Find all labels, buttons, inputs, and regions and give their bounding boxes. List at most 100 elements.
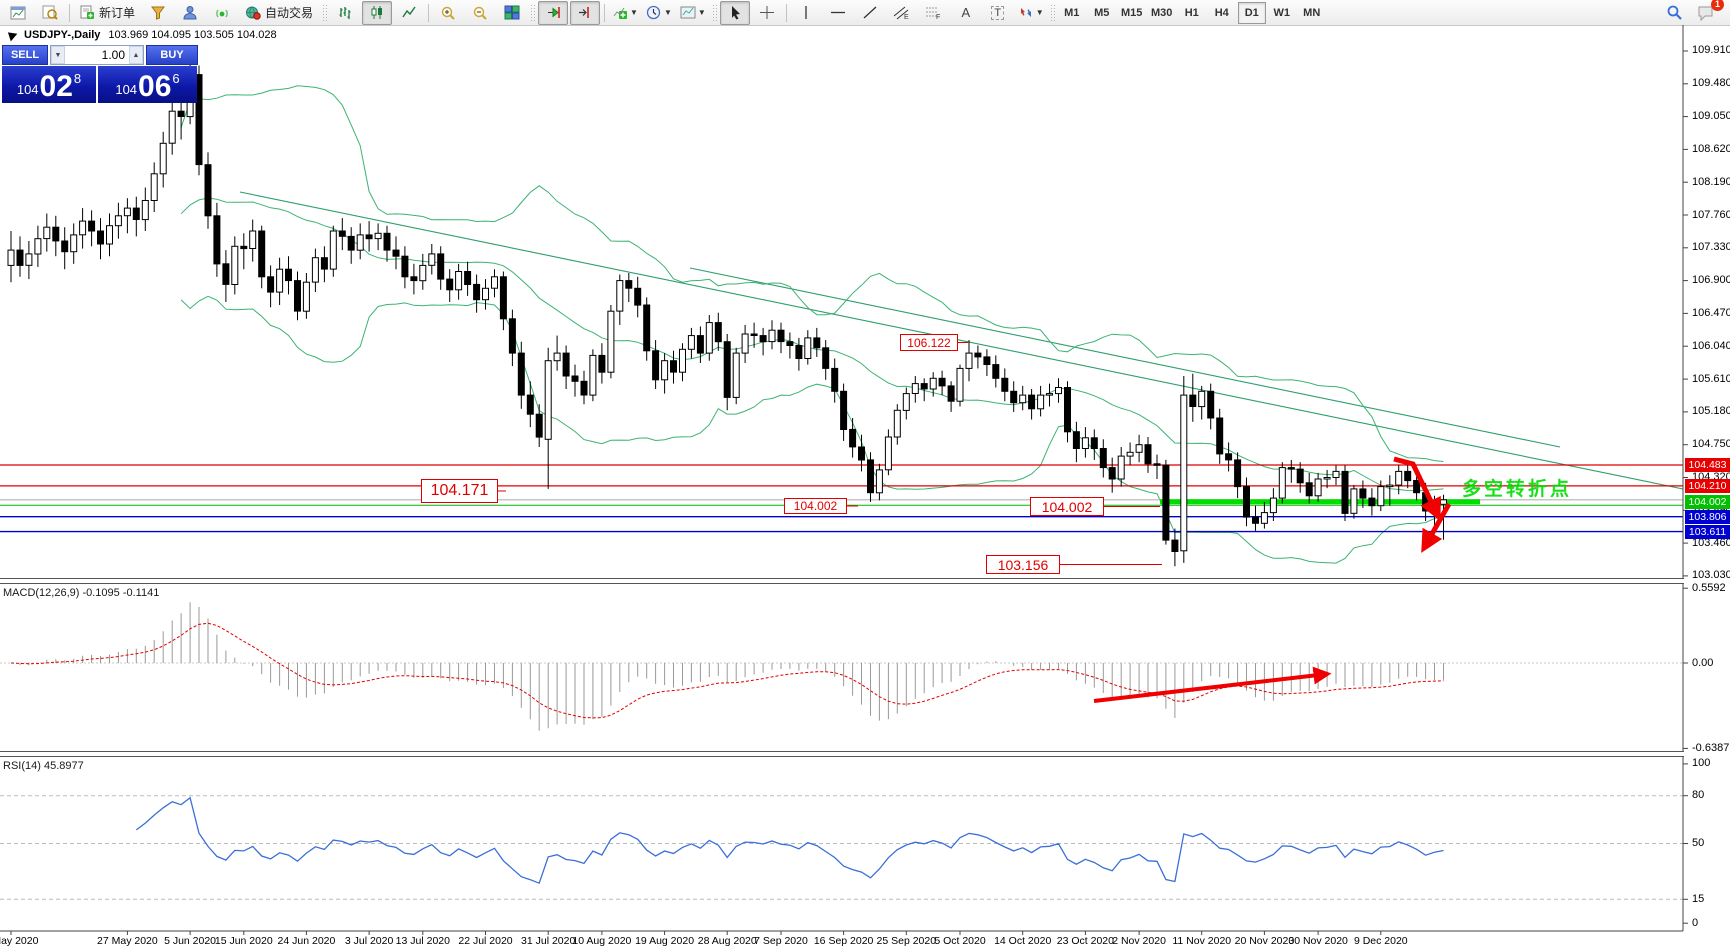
line-chart-icon[interactable] xyxy=(394,1,424,25)
toolbar: 新订单 自动交易 ▼ ▼ ▼ E F A T ▼ xyxy=(0,0,1730,26)
main-macd-separator[interactable] xyxy=(0,578,1684,584)
indicators-button[interactable]: ▼ xyxy=(609,1,641,25)
date-label: 8 May 2020 xyxy=(0,935,39,947)
price-annotation-label[interactable]: 104.002 xyxy=(784,498,847,514)
one-click-trading-panel: SELL ▼ 1.00 ▲ BUY 104 02 8 104 06 6 xyxy=(2,45,198,103)
buy-price-sup: 6 xyxy=(172,71,180,86)
date-label: 19 Aug 2020 xyxy=(635,935,695,947)
zoom-out-icon[interactable] xyxy=(465,1,495,25)
price-tick-label: 106.900 xyxy=(1692,274,1730,287)
chevron-down-icon: ▼ xyxy=(630,8,638,17)
tile-windows-icon[interactable] xyxy=(497,1,527,25)
timeframe-button-m15[interactable]: M15 xyxy=(1121,6,1143,19)
text-icon[interactable]: A xyxy=(961,5,971,20)
crosshair-icon[interactable] xyxy=(752,1,782,25)
autotrading-icon xyxy=(246,6,261,20)
autotrading-label: 自动交易 xyxy=(265,6,314,20)
timeframe-button-m5[interactable]: M5 xyxy=(1094,6,1110,19)
price-tick-label: 108.190 xyxy=(1692,175,1730,188)
chart-shift-icon[interactable] xyxy=(570,0,601,25)
auto-scroll-icon[interactable] xyxy=(538,0,569,25)
price-tick-label: 103.030 xyxy=(1692,569,1730,582)
date-label: 14 Oct 2020 xyxy=(994,935,1052,947)
date-label: 23 Oct 2020 xyxy=(1056,935,1114,947)
sell-button[interactable]: SELL xyxy=(2,45,48,65)
rsi-scale-label: 0 xyxy=(1692,916,1699,929)
chart-header: USDJPY-,Daily 103.969 104.095 103.505 10… xyxy=(4,28,277,42)
toolbar-grip xyxy=(530,3,536,22)
date-label: 3 Jul 2020 xyxy=(344,935,394,947)
timeframe-button-h1[interactable]: H1 xyxy=(1184,6,1199,19)
price-tag: 103.611 xyxy=(1685,524,1730,539)
search-icon[interactable] xyxy=(1659,1,1689,25)
buy-price-panel[interactable]: 104 06 6 xyxy=(98,66,197,103)
price-annotation-label[interactable]: 106.122 xyxy=(900,334,958,351)
date-label: 24 Jun 2020 xyxy=(277,935,336,947)
chart-preview-icon[interactable] xyxy=(35,1,65,25)
arrows-button[interactable]: ▼ xyxy=(1015,1,1047,25)
price-tick-label: 109.050 xyxy=(1692,110,1730,123)
chat-icon[interactable]: 1 xyxy=(1691,0,1724,25)
buy-price-prefix: 104 xyxy=(115,82,138,97)
price-annotation-label[interactable]: 104.171 xyxy=(421,479,498,503)
new-order-button[interactable]: 新订单 xyxy=(74,1,141,25)
volume-stepper: ▼ 1.00 ▲ xyxy=(50,45,144,65)
price-tag: 103.806 xyxy=(1685,509,1730,524)
chart-window-icon[interactable] xyxy=(3,1,33,25)
buy-button[interactable]: BUY xyxy=(146,45,198,65)
price-annotation-label[interactable]: 103.156 xyxy=(986,555,1060,574)
date-label: 25 Sep 2020 xyxy=(876,935,937,947)
expert-advisor-icon[interactable] xyxy=(175,1,205,25)
price-tick-label: 106.040 xyxy=(1692,339,1730,352)
timeframe-button-h4[interactable]: H4 xyxy=(1214,6,1229,19)
toolbar-grip xyxy=(711,3,717,22)
price-tick-label: 105.180 xyxy=(1692,405,1730,418)
funnel-icon[interactable] xyxy=(143,1,173,25)
fibonacci-icon[interactable]: F xyxy=(919,1,949,25)
macd-rsi-separator[interactable] xyxy=(0,751,1684,757)
date-label: 20 Nov 2020 xyxy=(1234,935,1295,947)
price-tag: 104.210 xyxy=(1685,478,1730,493)
timeframe-button-mn[interactable]: MN xyxy=(1303,6,1321,19)
zoom-in-icon[interactable] xyxy=(433,1,463,25)
signal-icon[interactable] xyxy=(207,1,237,25)
symbol-period-label: USDJPY-,Daily xyxy=(24,29,101,41)
cursor-icon[interactable] xyxy=(719,0,750,25)
horizontal-line-icon[interactable] xyxy=(823,1,853,25)
volume-up-button[interactable]: ▲ xyxy=(129,46,143,64)
timeframe-button-m30[interactable]: M30 xyxy=(1151,6,1173,19)
periods-button[interactable]: ▼ xyxy=(643,1,675,25)
candlestick-chart-icon[interactable] xyxy=(362,0,393,25)
autotrading-button[interactable]: 自动交易 xyxy=(239,1,319,25)
new-order-label: 新订单 xyxy=(99,6,136,20)
ohlc-values: 103.969 104.095 103.505 104.028 xyxy=(108,29,277,41)
date-label: 27 May 2020 xyxy=(97,935,158,947)
rsi-scale-label: 50 xyxy=(1692,837,1705,850)
date-label: 11 Nov 2020 xyxy=(1172,935,1232,947)
timeframe-button-m1[interactable]: M1 xyxy=(1064,6,1080,19)
vertical-line-icon[interactable] xyxy=(791,1,821,25)
price-annotation-label[interactable]: 104.002 xyxy=(1030,497,1104,516)
macd-scale-label: 0.00 xyxy=(1692,656,1714,669)
date-label: 22 Jul 2020 xyxy=(458,935,513,947)
templates-button[interactable]: ▼ xyxy=(677,1,709,25)
trendline-icon[interactable] xyxy=(855,1,885,25)
timeframe-button-d1[interactable]: D1 xyxy=(1237,1,1266,24)
volume-down-button[interactable]: ▼ xyxy=(51,46,65,64)
channel-icon[interactable]: E xyxy=(887,1,917,25)
volume-value[interactable]: 1.00 xyxy=(101,48,125,62)
macd-panel-area[interactable] xyxy=(0,582,1683,752)
buy-price-big: 06 xyxy=(138,70,172,103)
sell-price-panel[interactable]: 104 02 8 xyxy=(2,66,96,103)
main-chart-area[interactable] xyxy=(0,25,1683,580)
svg-text:F: F xyxy=(936,14,940,20)
template-icon xyxy=(680,6,696,19)
turning-point-annotation[interactable]: 多空转折点 xyxy=(1462,479,1573,500)
text-label-icon[interactable]: T xyxy=(983,1,1013,25)
date-label: 2 Nov 2020 xyxy=(1112,935,1166,947)
price-tag: 104.002 xyxy=(1685,494,1730,509)
bar-chart-icon[interactable] xyxy=(330,1,360,25)
rsi-panel-area[interactable] xyxy=(0,756,1683,931)
timeframe-button-w1[interactable]: W1 xyxy=(1273,6,1290,19)
